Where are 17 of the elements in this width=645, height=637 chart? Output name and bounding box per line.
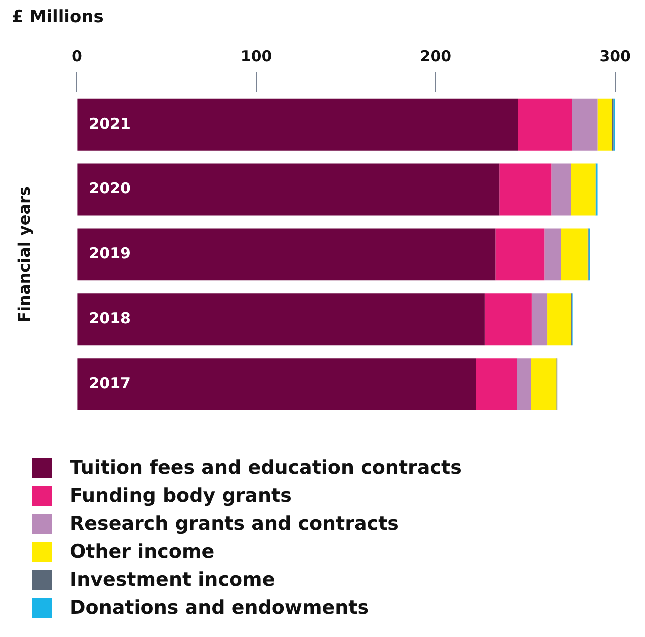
x-tick-label: 0: [72, 47, 82, 66]
y-tick-label: 2021: [89, 114, 131, 133]
y-tick-label: 2017: [89, 374, 131, 392]
chart-title: £ Millions: [12, 8, 104, 28]
x-tick-label: 300: [600, 47, 631, 66]
legend-label: Other income: [70, 541, 215, 563]
legend-label: Investment income: [70, 569, 276, 591]
y-tick-label: 2018: [89, 310, 131, 328]
y-tick-label: 2019: [89, 244, 131, 263]
x-tick-label: 200: [420, 47, 452, 66]
x-tick-label: 100: [240, 47, 272, 66]
legend-label: Tuition fees and education contracts: [70, 457, 462, 479]
y-axis-title: Financial years: [14, 186, 34, 323]
legend-label: Research grants and contracts: [70, 513, 399, 535]
legend-label: Donations and endowments: [70, 597, 370, 619]
legend-label: Funding body grants: [70, 485, 292, 507]
y-tick-label: 2020: [89, 180, 131, 198]
